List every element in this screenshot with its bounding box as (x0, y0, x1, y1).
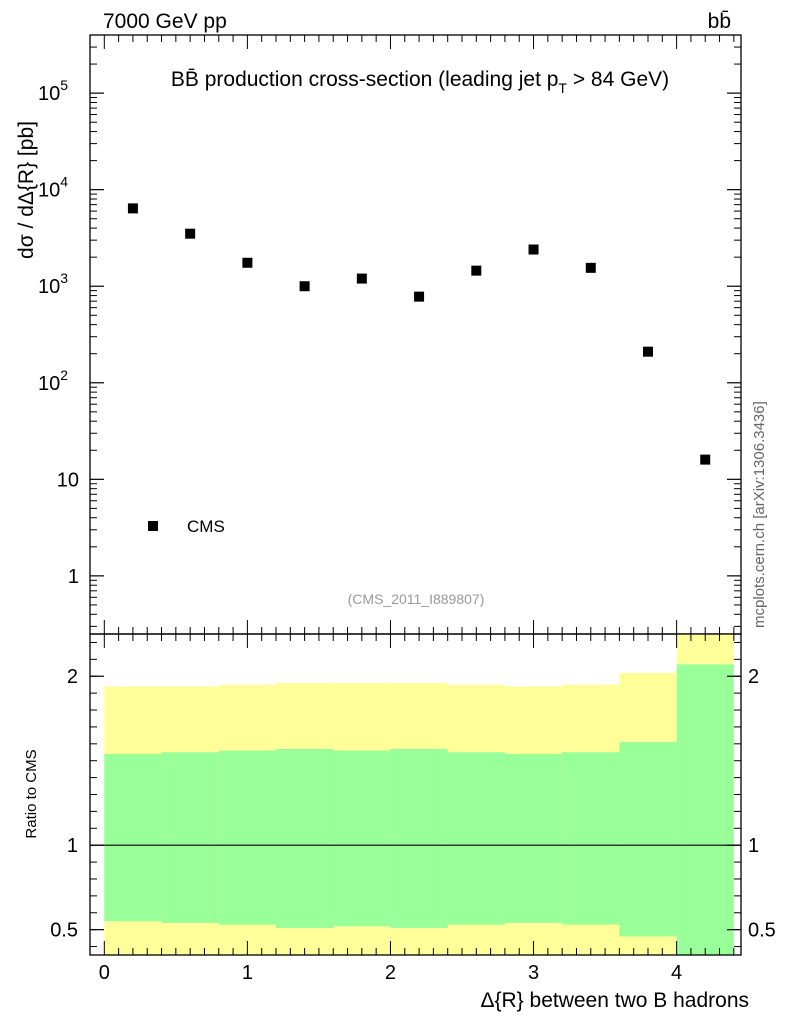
uncertainty-band-bin (276, 748, 334, 928)
data-point (643, 346, 653, 357)
ratio-panel-frame (89, 633, 742, 956)
uncertainty-band-bin (104, 753, 162, 922)
x-tick-label: 2 (385, 962, 396, 984)
legend-marker (148, 521, 158, 531)
data-point (356, 273, 367, 284)
ratio-y-tick-label-right: 1 (748, 835, 759, 857)
ratio-y-tick-label-right: 0.5 (748, 920, 776, 942)
data-points (127, 203, 711, 465)
uncertainty-band-bin (447, 752, 505, 925)
main-y-axis-label: dσ / dΔ{R} [pb] (15, 121, 38, 259)
main-title: BB̄ production cross-section (leading je… (171, 68, 669, 96)
data-point (127, 203, 138, 214)
x-axis-label: Δ{R} between two B hadrons (480, 989, 749, 1012)
main-y-tick-label: 10 (57, 469, 79, 491)
header-left-label: 7000 GeV pp (103, 10, 227, 33)
legend-label: CMS (187, 517, 225, 536)
uncertainty-band-bin (333, 750, 391, 927)
header-right-label: bb̄ (708, 10, 731, 33)
ratio-bands (104, 634, 734, 955)
main-title-subscript: T (558, 80, 567, 96)
uncertainty-band-bin (161, 752, 219, 923)
data-point (471, 265, 482, 276)
uncertainty-band-bin (562, 752, 620, 925)
main-panel-frame (89, 34, 742, 635)
main-y-tick-label: 105 (38, 77, 68, 105)
ratio-y-tick-label-left: 0.5 (50, 920, 78, 942)
uncertainty-band-bin (218, 750, 276, 925)
uncertainty-band-bin (390, 748, 448, 928)
uncertainty-band-bin (676, 664, 734, 955)
main-y-tick-label: 103 (38, 270, 68, 298)
main-panel: 1 10 102 103 104 105 BB̄ production cross-sec… (15, 34, 742, 635)
legend: CMS (148, 517, 225, 536)
main-axes: 1 10 102 103 104 105 (38, 34, 741, 634)
main-y-tick-label: 102 (38, 367, 68, 395)
data-point (299, 281, 310, 292)
uncertainty-band-bin (619, 742, 677, 937)
x-tick-label: 4 (671, 962, 682, 984)
ratio-panel: 0.5 0.5 1 1 2 2 0 1 2 3 4 Ratio to CMS Δ{R} betwee… (23, 633, 776, 1012)
ratio-y-axis-label: Ratio to CMS (23, 749, 40, 838)
main-title-text: BB̄ production cross-section (leading je… (171, 68, 559, 91)
main-title-tail: > 84 GeV) (567, 68, 669, 91)
ratio-y-tick-label-left: 1 (67, 835, 78, 857)
main-y-tick-label: 104 (38, 174, 68, 202)
x-tick-label: 1 (242, 962, 253, 984)
ratio-y-tick-label-left: 2 (67, 666, 78, 688)
data-point (414, 291, 425, 302)
x-tick-label: 3 (528, 962, 539, 984)
x-tick-label: 0 (99, 962, 110, 984)
side-label: mcplots.cern.ch [arXiv:1306.3436] (751, 401, 768, 628)
analysis-label: (CMS_2011_I889807) (348, 591, 485, 607)
data-point (700, 454, 711, 465)
ratio-y-tick-label-right: 2 (748, 666, 759, 688)
data-point (185, 228, 196, 239)
uncertainty-band-bin (504, 753, 563, 923)
data-point (242, 257, 253, 268)
data-point (585, 262, 596, 273)
main-y-tick-label: 1 (68, 566, 79, 588)
data-point (528, 244, 539, 255)
